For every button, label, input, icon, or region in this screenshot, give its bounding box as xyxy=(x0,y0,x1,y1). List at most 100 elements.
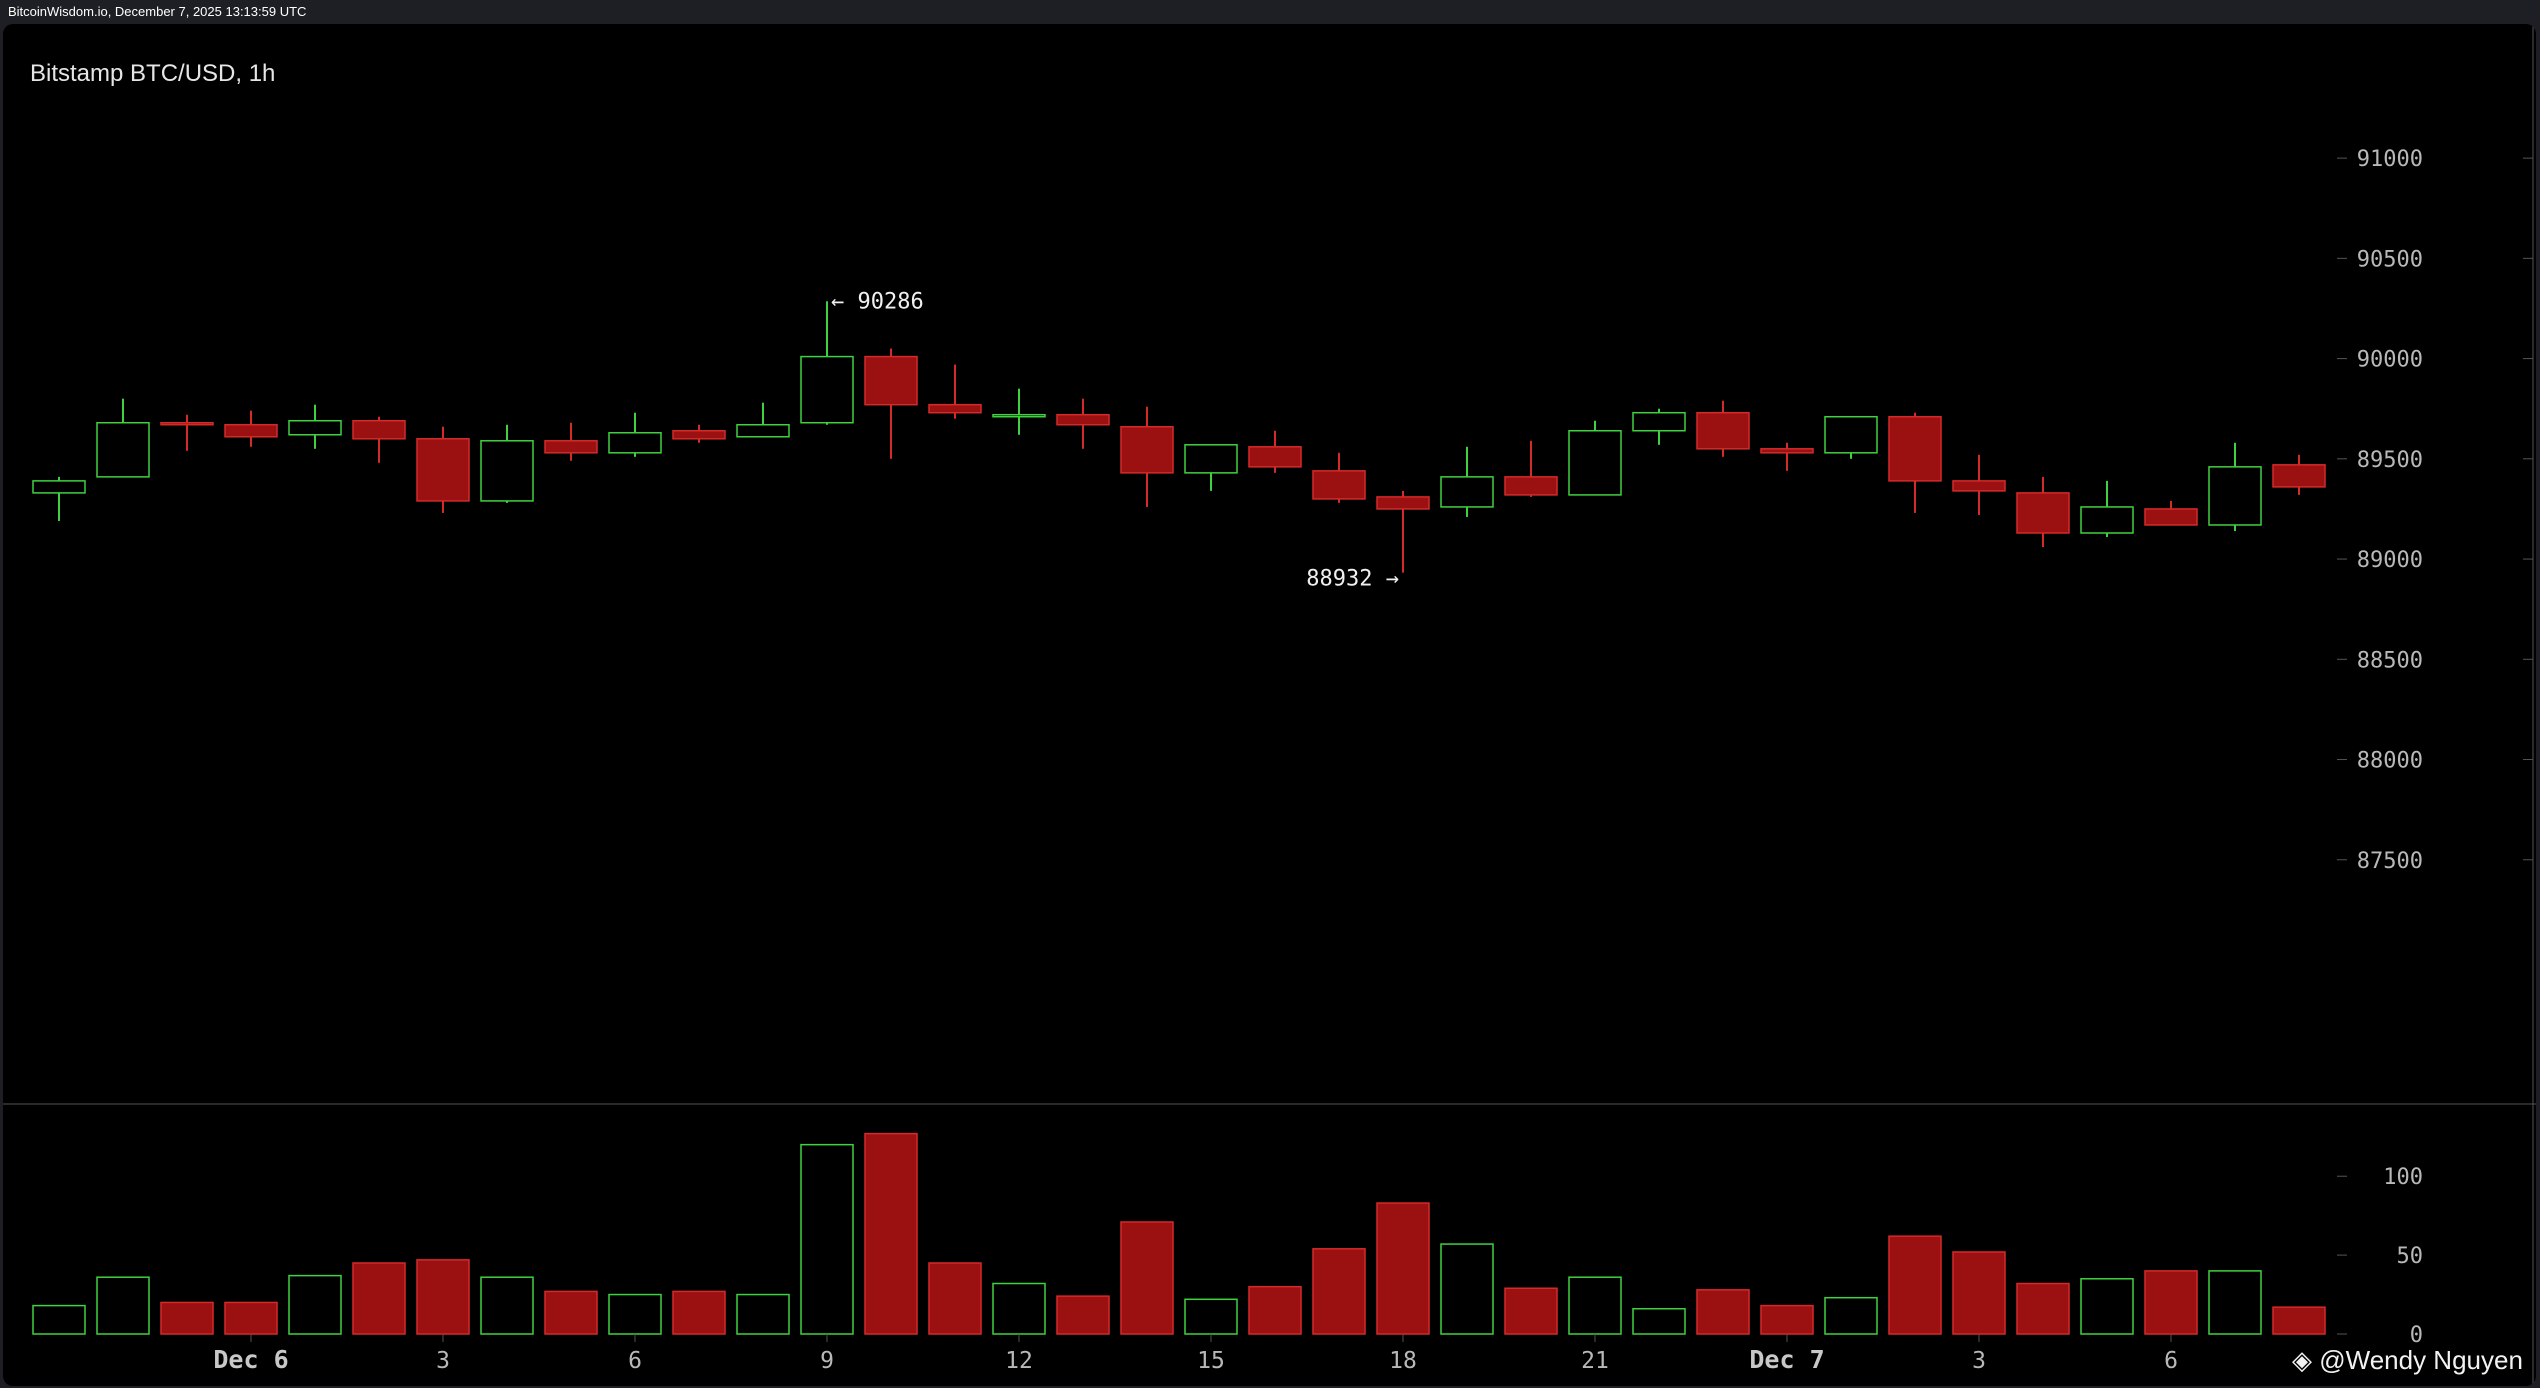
candle-body[interactable] xyxy=(1440,476,1494,508)
volume-bar[interactable] xyxy=(1248,1285,1302,1335)
volume-bar[interactable] xyxy=(928,1262,982,1335)
volume-axis-label: 50 xyxy=(2397,1244,2424,1269)
time-axis-label: 6 xyxy=(2164,1348,2178,1374)
candle-body[interactable] xyxy=(608,432,662,454)
time-axis-label: 18 xyxy=(1389,1348,1417,1374)
volume-bar[interactable] xyxy=(1440,1243,1494,1335)
volume-bar[interactable] xyxy=(480,1276,534,1335)
candle-body[interactable] xyxy=(2272,464,2326,488)
volume-bar[interactable] xyxy=(1760,1304,1814,1335)
candle-body[interactable] xyxy=(480,440,534,502)
candle-body[interactable] xyxy=(1376,496,1430,510)
candle-body[interactable] xyxy=(544,440,598,454)
candle-body[interactable] xyxy=(864,355,918,406)
time-axis-label: 15 xyxy=(1197,1348,1225,1374)
time-axis-label: 21 xyxy=(1581,1348,1609,1374)
volume-bar[interactable] xyxy=(96,1276,150,1335)
price-annotation: 88932 → xyxy=(1306,567,1399,592)
volume-bar[interactable] xyxy=(2080,1278,2134,1335)
candlestick-chart[interactable]: 9100090500900008950089000885008800087500… xyxy=(3,24,2536,1386)
candle-body[interactable] xyxy=(992,413,1046,418)
volume-bar[interactable] xyxy=(288,1274,342,1335)
volume-bar[interactable] xyxy=(1184,1298,1238,1335)
candle-body[interactable] xyxy=(416,438,470,502)
volume-bar[interactable] xyxy=(864,1132,918,1335)
candle-body[interactable] xyxy=(1504,476,1558,496)
price-axis-label: 88500 xyxy=(2357,648,2423,673)
candle-body[interactable] xyxy=(1824,415,1878,454)
candle-body[interactable] xyxy=(160,421,214,426)
candle-body[interactable] xyxy=(96,421,150,478)
candle-body[interactable] xyxy=(1760,448,1814,454)
time-axis-label: Dec 6 xyxy=(213,1345,288,1374)
volume-axis-label: 0 xyxy=(2410,1323,2423,1348)
watermark: ◈ @Wendy Nguyen xyxy=(2292,1345,2523,1376)
volume-bar[interactable] xyxy=(1376,1202,1430,1335)
price-axis-label: 90500 xyxy=(2357,247,2423,272)
volume-bar[interactable] xyxy=(672,1290,726,1335)
candle-body[interactable] xyxy=(1312,470,1366,500)
candle-body[interactable] xyxy=(1120,425,1174,474)
volume-bar[interactable] xyxy=(1504,1287,1558,1335)
candle-body[interactable] xyxy=(1184,444,1238,474)
candle-body[interactable] xyxy=(1888,415,1942,482)
candle-body[interactable] xyxy=(2208,466,2262,526)
volume-bar[interactable] xyxy=(1568,1276,1622,1335)
candle-body[interactable] xyxy=(2080,506,2134,534)
candle-body[interactable] xyxy=(1632,411,1686,432)
price-annotation: ← 90286 xyxy=(831,289,924,314)
source-timestamp: BitcoinWisdom.io, December 7, 2025 13:13… xyxy=(8,4,307,19)
volume-bar[interactable] xyxy=(1632,1308,1686,1335)
volume-bar[interactable] xyxy=(160,1301,214,1335)
candle-body[interactable] xyxy=(32,480,86,494)
price-axis-label: 87500 xyxy=(2357,849,2423,874)
volume-bar[interactable] xyxy=(352,1262,406,1335)
candle-body[interactable] xyxy=(2144,508,2198,526)
volume-bar[interactable] xyxy=(416,1259,470,1335)
time-axis-label: 6 xyxy=(628,1348,642,1374)
volume-bar[interactable] xyxy=(544,1290,598,1335)
volume-bar[interactable] xyxy=(1120,1221,1174,1335)
volume-bar[interactable] xyxy=(992,1282,1046,1335)
chart-title: Bitstamp BTC/USD, 1h xyxy=(30,60,276,87)
time-axis-label: 9 xyxy=(820,1348,834,1374)
time-axis-label: 3 xyxy=(436,1348,450,1374)
time-axis-label: 12 xyxy=(1005,1348,1033,1374)
volume-bar[interactable] xyxy=(1056,1295,1110,1335)
candle-body[interactable] xyxy=(736,423,790,438)
volume-bar[interactable] xyxy=(2208,1270,2262,1335)
volume-bar[interactable] xyxy=(1696,1289,1750,1335)
chart-panel[interactable]: 91000 90500 90000 89500 89000 88500 88000 87500… xyxy=(3,24,2536,1386)
candle-body[interactable] xyxy=(1696,411,1750,450)
volume-bar[interactable] xyxy=(1952,1251,2006,1335)
price-axis-label: 89000 xyxy=(2357,548,2423,573)
volume-bar[interactable] xyxy=(2144,1270,2198,1335)
volume-bar[interactable] xyxy=(1824,1296,1878,1335)
candle-body[interactable] xyxy=(1248,446,1302,468)
candle-body[interactable] xyxy=(1056,413,1110,426)
price-axis-label: 89500 xyxy=(2357,448,2423,473)
volume-bar[interactable] xyxy=(736,1293,790,1335)
time-axis-label: Dec 7 xyxy=(1749,1345,1824,1374)
window-header: BitcoinWisdom.io, December 7, 2025 13:13… xyxy=(0,0,2540,24)
volume-bar[interactable] xyxy=(2016,1282,2070,1335)
volume-bar[interactable] xyxy=(1888,1235,1942,1335)
volume-bar[interactable] xyxy=(2272,1306,2326,1335)
time-axis-label: 3 xyxy=(1972,1348,1986,1374)
volume-bar[interactable] xyxy=(800,1143,854,1335)
price-axis-label: 90000 xyxy=(2357,348,2423,373)
candle-body[interactable] xyxy=(2016,492,2070,534)
candle-body[interactable] xyxy=(288,419,342,436)
volume-axis-label: 100 xyxy=(2383,1165,2423,1190)
volume-bar[interactable] xyxy=(608,1293,662,1335)
candle-body[interactable] xyxy=(224,423,278,438)
candle-body[interactable] xyxy=(800,355,854,424)
volume-bar[interactable] xyxy=(1312,1248,1366,1335)
volume-bar[interactable] xyxy=(224,1301,278,1335)
candle-body[interactable] xyxy=(928,403,982,414)
candle-body[interactable] xyxy=(672,430,726,440)
candle-body[interactable] xyxy=(1568,430,1622,496)
candle-body[interactable] xyxy=(352,419,406,440)
volume-bar[interactable] xyxy=(32,1304,86,1335)
candle-body[interactable] xyxy=(1952,480,2006,492)
